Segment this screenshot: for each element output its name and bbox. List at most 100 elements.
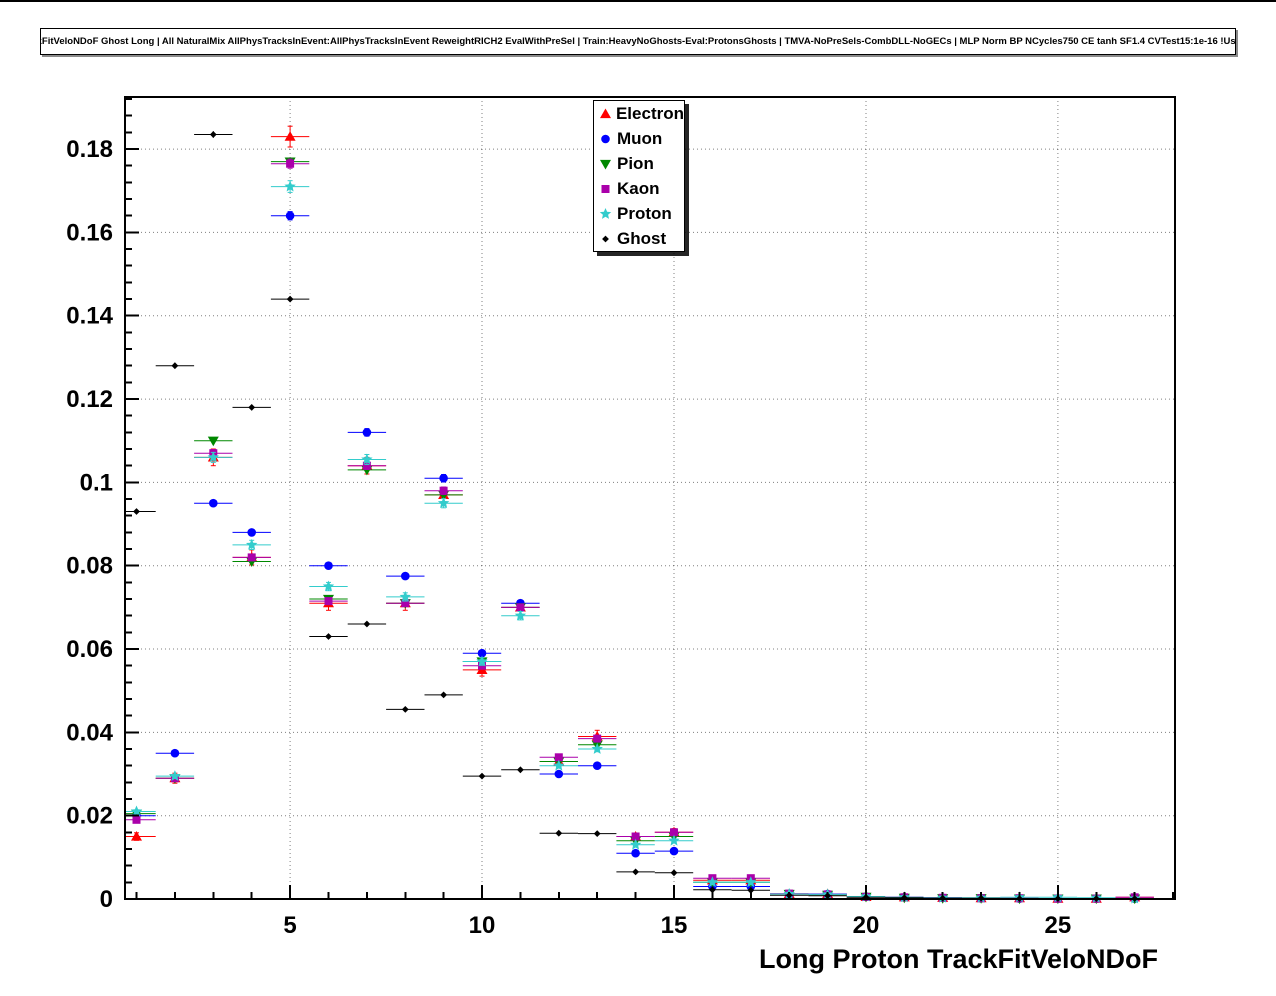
legend-entry-electron: Electron [594, 101, 684, 126]
x-axis-title: Long Proton TrackFitVeloNDoF [758, 944, 1158, 974]
marker-pion [207, 436, 219, 447]
x-tick-label: 20 [853, 912, 880, 939]
y-tick-label: 0.1 [80, 469, 113, 496]
y-tick-label: 0.08 [66, 553, 113, 580]
marker-muon [324, 561, 333, 570]
marker-muon [592, 761, 602, 770]
marker-ghost [478, 772, 486, 780]
x-tick-label: 10 [469, 912, 496, 939]
pion-marker-icon [600, 159, 611, 170]
marker-kaon [670, 828, 678, 837]
marker-muon [285, 211, 295, 220]
y-tick-label: 0.14 [66, 303, 113, 330]
marker-kaon [247, 553, 256, 562]
marker-kaon [439, 486, 448, 495]
legend-label: Proton [617, 203, 672, 223]
marker-ghost [517, 766, 524, 774]
marker-muon [170, 748, 180, 758]
kaon-marker-icon [601, 185, 610, 193]
legend-entry-kaon: Kaon [594, 176, 684, 201]
marker-proton [322, 580, 335, 592]
marker-proton [706, 876, 719, 888]
electron-marker-icon [600, 108, 611, 119]
x-tick-label: 15 [661, 912, 688, 939]
proton-marker-icon [599, 208, 612, 219]
marker-ghost [593, 830, 601, 837]
marker-ghost [286, 295, 294, 303]
electron-marker-icon [600, 108, 611, 119]
marker-proton [207, 451, 219, 463]
marker-proton [629, 838, 642, 850]
marker-proton [169, 770, 181, 781]
marker-muon [247, 528, 256, 537]
marker-kaon [631, 832, 640, 841]
y-tick-label: 0.16 [66, 219, 113, 246]
marker-ghost [209, 131, 217, 138]
marker-kaon [286, 159, 295, 168]
legend-entry-pion: Pion [594, 151, 684, 176]
marker-muon [669, 846, 679, 856]
marker-proton [668, 834, 680, 846]
legend-entry-muon: Muon [594, 126, 684, 151]
marker-ghost [401, 706, 409, 713]
marker-kaon [132, 815, 141, 824]
marker-muon [554, 769, 564, 779]
marker-proton [553, 759, 565, 771]
marker-ghost [632, 868, 639, 876]
marker-ghost [440, 691, 447, 699]
legend-label: Kaon [617, 178, 660, 198]
muon-marker-icon [601, 134, 610, 144]
y-tick-label: 0.06 [66, 636, 113, 663]
marker-proton [246, 538, 258, 550]
x-tick-label: 5 [283, 912, 296, 939]
marker-ghost [248, 404, 256, 411]
marker-proton [284, 180, 296, 192]
marker-ghost [363, 620, 371, 628]
x-tick-label: 25 [1045, 912, 1072, 939]
marker-proton [399, 590, 411, 602]
y-tick-label: 0.18 [66, 136, 113, 163]
y-tick-label: 0.12 [66, 386, 113, 413]
marker-muon [439, 473, 448, 483]
marker-ghost [555, 829, 563, 837]
legend: Electron Muon Pion Kaon Proton Ghost [593, 100, 685, 252]
ghost-marker-icon [602, 235, 609, 243]
marker-kaon [593, 734, 602, 743]
marker-muon [209, 498, 218, 508]
y-tick-label: 0 [100, 886, 113, 913]
y-tick-label: 0.02 [66, 803, 113, 830]
marker-kaon [516, 603, 525, 612]
kaon-marker-icon [601, 185, 610, 193]
marker-proton [130, 805, 143, 817]
legend-label: Ghost [617, 228, 667, 248]
marker-muon [477, 648, 487, 658]
legend-entry-ghost: Ghost [594, 226, 684, 251]
marker-proton [437, 497, 450, 509]
marker-electron [131, 831, 142, 841]
marker-proton [361, 453, 373, 465]
marker-proton [476, 655, 488, 667]
marker-muon [401, 571, 410, 581]
ghost-marker-icon [602, 235, 609, 243]
legend-entry-proton: Proton [594, 201, 684, 226]
marker-ghost [171, 362, 179, 370]
y-tick-label: 0.04 [66, 719, 113, 746]
plot-title-text: TrackFitVeloNDoF Ghost Long | All Natura… [40, 36, 1236, 47]
plot-title: TrackFitVeloNDoF Ghost Long | All Natura… [40, 28, 1236, 55]
proton-marker-icon [599, 208, 612, 219]
marker-ghost [670, 869, 678, 877]
marker-ghost [133, 508, 140, 515]
marker-proton [514, 609, 527, 621]
pion-marker-icon [600, 159, 611, 170]
marker-kaon [324, 597, 333, 606]
marker-electron [284, 131, 296, 141]
marker-kaon [401, 599, 410, 608]
marker-ghost [325, 633, 332, 640]
marker-kaon [554, 753, 563, 762]
marker-ghost [709, 886, 716, 894]
marker-proton [591, 743, 603, 754]
muon-marker-icon [601, 134, 610, 144]
marker-muon [631, 848, 640, 858]
